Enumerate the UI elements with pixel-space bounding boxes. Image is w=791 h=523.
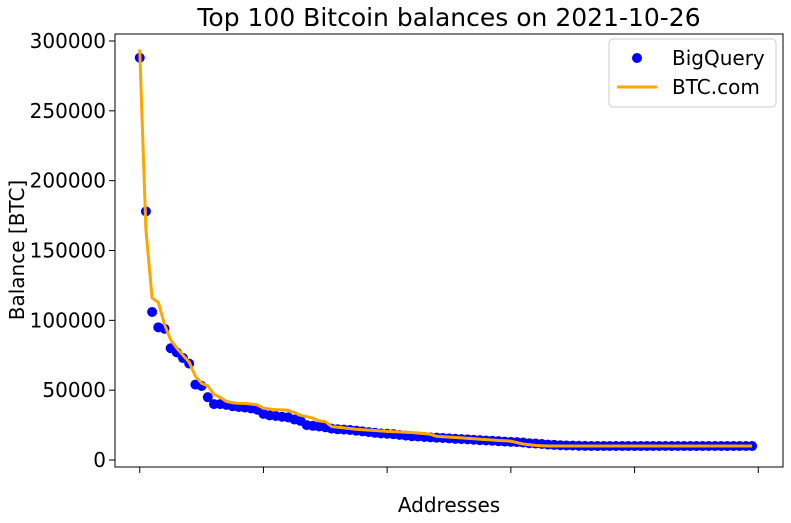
bigquery-point (202, 392, 213, 403)
x-axis-label: Addresses (398, 493, 500, 517)
y-tick-label: 300000 (30, 29, 106, 53)
legend: BigQuery BTC.com (608, 38, 777, 108)
y-tick-label: 50000 (42, 378, 106, 402)
x-axis-ticks (139, 467, 759, 473)
y-tick-label: 0 (93, 448, 106, 472)
y-axis-ticks: 0 50000 100000 150000 200000 250000 300000 (30, 29, 115, 472)
legend-label-btc-com: BTC.com (672, 75, 760, 99)
y-tick-label: 200000 (30, 169, 106, 193)
y-axis-label: Balance [BTC] (5, 180, 29, 320)
chart-title: Top 100 Bitcoin balances on 2021-10-26 (196, 3, 700, 32)
y-tick-label: 250000 (30, 99, 106, 123)
plot-area (134, 49, 758, 452)
legend-label-bigquery: BigQuery (672, 46, 765, 70)
y-tick-label: 100000 (30, 308, 106, 332)
y-tick-label: 150000 (30, 239, 106, 263)
bigquery-point (147, 306, 158, 317)
legend-marker-bigquery (632, 53, 642, 63)
legend-box (608, 38, 777, 108)
btc-com-line (138, 49, 753, 448)
